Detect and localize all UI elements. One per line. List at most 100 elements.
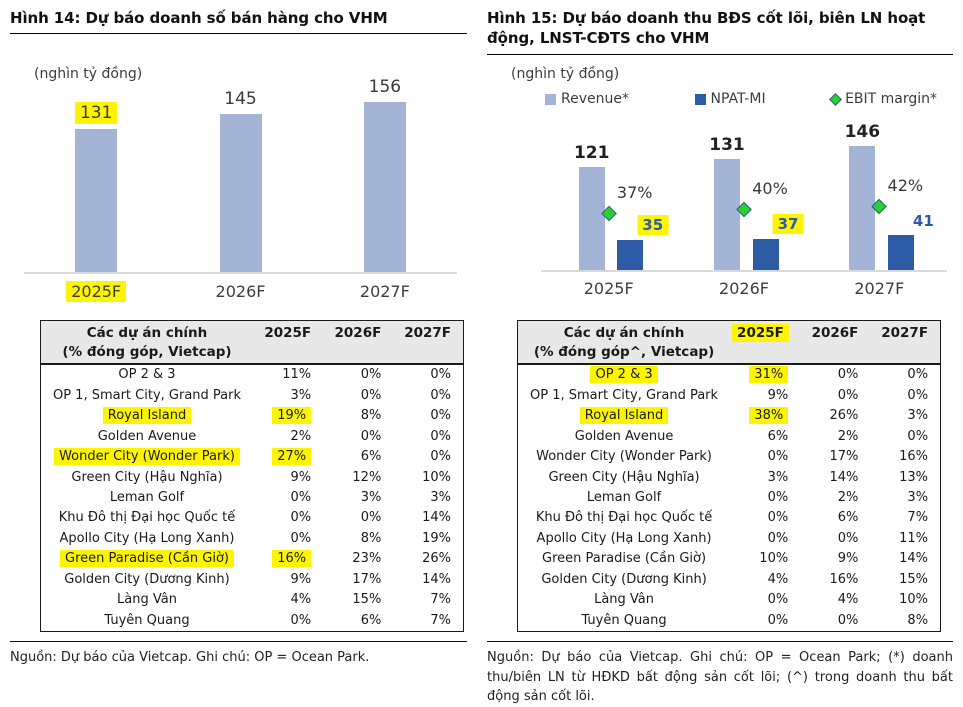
bar-group-2026F: 145 bbox=[168, 89, 312, 272]
chart-legend: Revenue* NPAT-MI EBIT margin* bbox=[545, 88, 937, 110]
contribution-value-cell: 14% bbox=[393, 570, 463, 590]
project-name-cell: Làng Vân bbox=[41, 590, 254, 610]
source-note: Nguồn: Dự báo của Vietcap. Ghi chú: OP =… bbox=[487, 641, 953, 707]
contribution-value-cell: 10% bbox=[870, 590, 940, 610]
x-axis-label: 2027F bbox=[854, 279, 905, 298]
x-axis-labels: 2025F 2026F 2027F bbox=[24, 274, 457, 302]
project-name: Leman Golf bbox=[109, 490, 185, 506]
contribution-value-cell: 6% bbox=[323, 611, 393, 632]
contribution-value: 0% bbox=[430, 367, 451, 383]
project-name-cell: Khu Đô thị Đại học Quốc tế bbox=[41, 508, 254, 528]
projects-contribution-table-right: Các dự án chính (% đóng góp^, Vietcap) 2… bbox=[517, 320, 942, 633]
table-header: Các dự án chính (% đóng góp^, Vietcap) 2… bbox=[517, 320, 941, 365]
contribution-value: 6% bbox=[360, 449, 382, 465]
bar-value-label: 156 bbox=[368, 77, 402, 97]
project-name: Green Paradise (Cần Giờ) bbox=[60, 550, 234, 568]
contribution-value: 0% bbox=[907, 387, 929, 403]
contribution-value-cell: 4% bbox=[253, 590, 323, 610]
contribution-value: 7% bbox=[907, 510, 929, 526]
project-name: Apollo City (Hạ Long Xanh) bbox=[59, 530, 235, 546]
year-column-header: 2026F bbox=[323, 321, 393, 365]
npat-mi-bar bbox=[617, 240, 644, 270]
contribution-value-cell: 8% bbox=[323, 529, 393, 549]
revenue-bar-column: 146 bbox=[845, 122, 880, 270]
figure-14-header: Hình 14: Dự báo doanh số bán hàng cho VH… bbox=[10, 8, 468, 66]
contribution-value-cell: 3% bbox=[393, 488, 463, 508]
contribution-value: 3% bbox=[430, 490, 451, 506]
contribution-value: 15% bbox=[899, 571, 929, 587]
contribution-value: 9% bbox=[837, 551, 859, 567]
project-name-cell: Wonder City (Wonder Park) bbox=[41, 447, 254, 467]
contribution-value-cell: 0% bbox=[253, 508, 323, 528]
title-rule bbox=[487, 53, 953, 55]
bar-2027F bbox=[363, 102, 406, 272]
npat-mi-bar bbox=[752, 239, 779, 270]
project-name-cell: Golden Avenue bbox=[41, 427, 254, 447]
table-title-line1: Các dự án chính bbox=[86, 325, 208, 341]
contribution-value-cell: 16% bbox=[253, 549, 323, 569]
project-name: Golden Avenue bbox=[97, 428, 197, 444]
contribution-value: 0% bbox=[837, 530, 859, 546]
contribution-value: 11% bbox=[899, 530, 929, 546]
contribution-value-cell: 14% bbox=[800, 468, 870, 488]
table-row: Wonder City (Wonder Park) 27% 6% 0% bbox=[41, 447, 464, 467]
sales-forecast-chart: (nghìn tỷ đồng) 131 145 156 2025F 2026F 2027… bbox=[10, 66, 467, 316]
contribution-value-cell: 0% bbox=[870, 386, 940, 406]
project-name-cell: OP 1, Smart City, Grand Park bbox=[518, 386, 731, 406]
contribution-value-cell: 0% bbox=[870, 364, 940, 385]
contribution-value-cell: 11% bbox=[870, 529, 940, 549]
legend-label: Revenue* bbox=[561, 91, 630, 107]
project-name-cell: Green City (Hậu Nghĩa) bbox=[41, 468, 254, 488]
table-title-line2: (% đóng góp, Vietcap) bbox=[62, 344, 232, 361]
table-row: Làng Vân 4% 15% 7% bbox=[41, 590, 464, 610]
contribution-value: 4% bbox=[290, 592, 312, 608]
legend-label: NPAT-MI bbox=[710, 91, 766, 107]
project-name: Tuyên Quang bbox=[104, 612, 190, 628]
contribution-value-cell: 0% bbox=[393, 427, 463, 447]
contribution-value-cell: 7% bbox=[393, 611, 463, 632]
contribution-value: 0% bbox=[430, 387, 451, 403]
project-name: Làng Vân bbox=[594, 592, 654, 608]
revenue-bar bbox=[714, 159, 741, 270]
contribution-value-cell: 9% bbox=[253, 468, 323, 488]
contribution-value-cell: 14% bbox=[393, 508, 463, 528]
projects-contribution-table-left: Các dự án chính (% đóng góp, Vietcap) 20… bbox=[40, 320, 464, 633]
contribution-value-cell: 9% bbox=[800, 549, 870, 569]
contribution-value-cell: 6% bbox=[730, 427, 800, 447]
project-name: Wonder City (Wonder Park) bbox=[536, 449, 712, 465]
contribution-value-cell: 0% bbox=[323, 386, 393, 406]
contribution-value-cell: 0% bbox=[730, 529, 800, 549]
table-row: Green City (Hậu Nghĩa) 3% 14% 13% bbox=[518, 468, 941, 488]
contribution-value: 10% bbox=[899, 592, 929, 608]
contribution-value-cell: 0% bbox=[393, 406, 463, 426]
contribution-value-cell: 0% bbox=[870, 427, 940, 447]
contribution-value: 0% bbox=[360, 510, 382, 526]
contribution-value-cell: 0% bbox=[730, 447, 800, 467]
year-header-text: 2026F bbox=[811, 325, 859, 341]
npat-value-label: 35 bbox=[637, 215, 669, 235]
contribution-value: 0% bbox=[767, 592, 789, 608]
contribution-value-cell: 0% bbox=[393, 386, 463, 406]
contribution-value-cell: 17% bbox=[800, 447, 870, 467]
contribution-value: 31% bbox=[749, 366, 789, 384]
project-name-cell: Golden City (Dương Kinh) bbox=[41, 570, 254, 590]
x-axis-label: 2026F bbox=[168, 282, 312, 301]
table-row: Làng Vân 0% 4% 10% bbox=[518, 590, 941, 610]
contribution-value: 13% bbox=[899, 469, 929, 485]
x-axis-label: 2027F bbox=[313, 282, 457, 301]
contribution-value: 0% bbox=[767, 490, 789, 506]
npat-value-label: 41 bbox=[912, 212, 934, 230]
contribution-value-cell: 3% bbox=[323, 488, 393, 508]
project-name-cell: Làng Vân bbox=[518, 590, 731, 610]
table-row: Green City (Hậu Nghĩa) 9% 12% 10% bbox=[41, 468, 464, 488]
contribution-value: 2% bbox=[837, 428, 859, 444]
project-name: Apollo City (Hạ Long Xanh) bbox=[536, 530, 712, 546]
contribution-value-cell: 7% bbox=[393, 590, 463, 610]
revenue-bar bbox=[849, 146, 876, 270]
contribution-value-cell: 4% bbox=[800, 590, 870, 610]
project-name-cell: Apollo City (Hạ Long Xanh) bbox=[518, 529, 731, 549]
contribution-value: 3% bbox=[360, 490, 382, 506]
project-name: Golden City (Dương Kinh) bbox=[64, 571, 230, 587]
npat-value-label: 37 bbox=[772, 214, 804, 234]
revenue-bar bbox=[578, 167, 605, 270]
